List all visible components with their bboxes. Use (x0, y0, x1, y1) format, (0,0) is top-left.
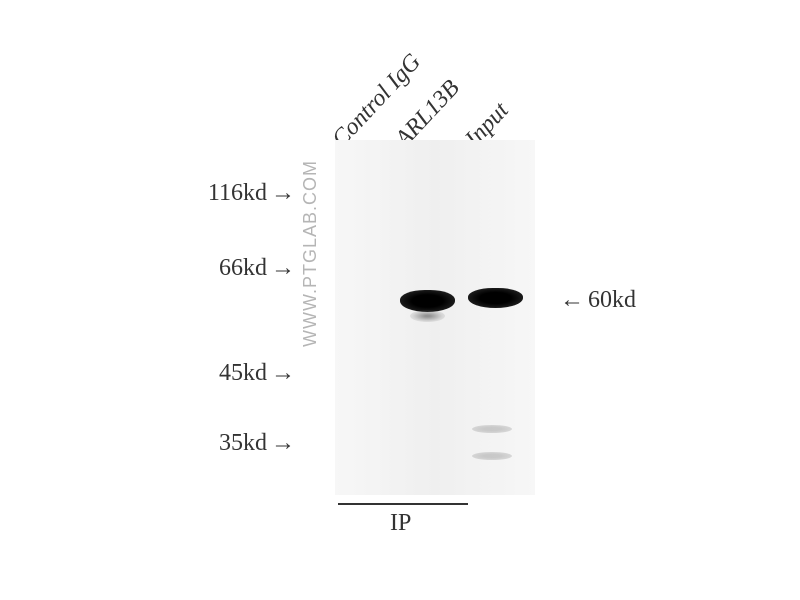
band-input-faint-2 (472, 452, 512, 460)
detected-size-label: ←60kd (560, 287, 636, 314)
band-input-main (468, 288, 523, 308)
arrow-right-icon: → (271, 430, 295, 457)
marker-116kd: 116kd→ (185, 180, 295, 207)
marker-66kd: 66kd→ (185, 255, 295, 282)
ip-text: IP (390, 510, 411, 536)
watermark-text: WWW.PTGLAB.COM (300, 160, 321, 347)
arrow-right-icon: → (271, 180, 295, 207)
marker-text: 35kd (219, 430, 267, 456)
arrow-left-icon: ← (560, 287, 584, 314)
ip-label: IP (390, 510, 411, 537)
band-arl13b-smear (410, 310, 445, 322)
arrow-right-icon: → (271, 360, 295, 387)
band-input-faint-1 (472, 425, 512, 433)
marker-35kd: 35kd→ (185, 430, 295, 457)
detected-size-text: 60kd (588, 287, 636, 313)
marker-text: 116kd (208, 180, 267, 206)
marker-text: 45kd (219, 360, 267, 386)
arrow-right-icon: → (271, 255, 295, 282)
marker-text: 66kd (219, 255, 267, 281)
marker-45kd: 45kd→ (185, 360, 295, 387)
ip-bar (338, 503, 468, 505)
band-arl13b-main (400, 290, 455, 312)
figure-container: Control IgG ARL13B Input 116kd→ 66kd→ 45… (0, 0, 800, 600)
